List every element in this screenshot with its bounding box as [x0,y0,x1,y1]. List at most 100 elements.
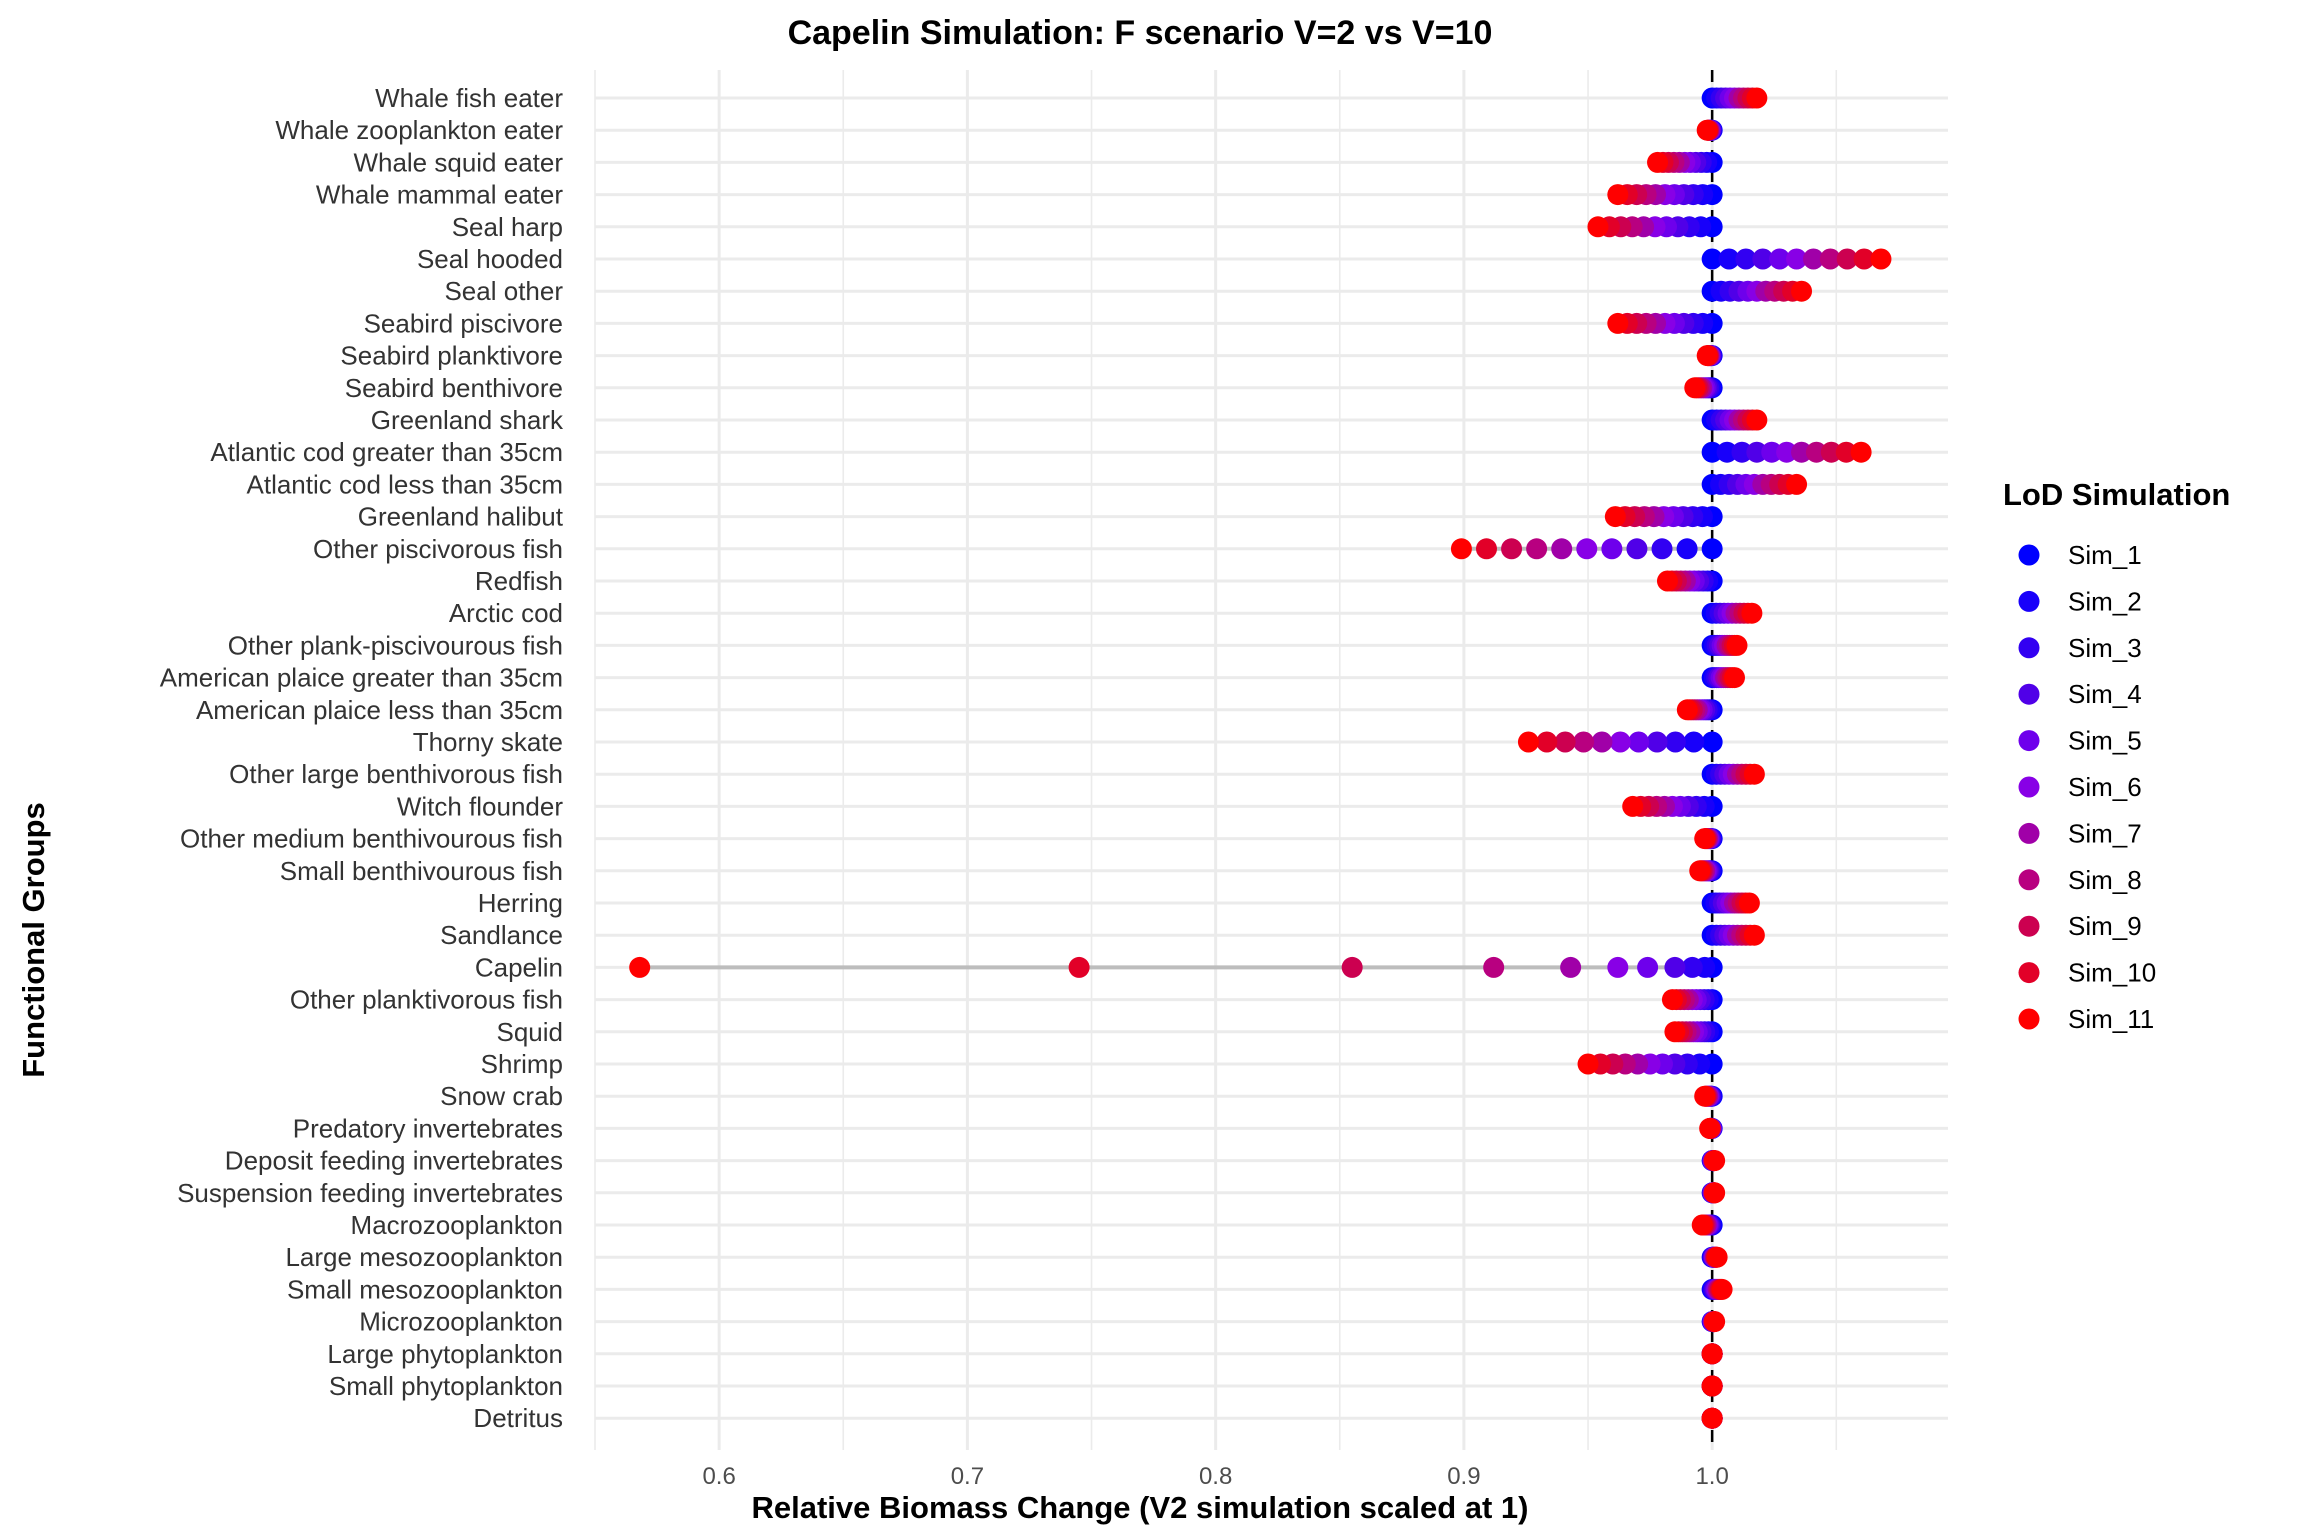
legend-label: Sim_7 [2068,818,2142,848]
legend-label: Sim_5 [2068,726,2142,756]
point-sim-4 [1664,956,1686,978]
point-sim-2 [1683,731,1705,753]
y-tick-label: Greenland shark [371,405,564,435]
point-sim-8 [1805,441,1827,463]
legend-key-sim-8 [2018,869,2040,891]
point-sim-11 [1577,1053,1599,1075]
y-tick-label: Deposit feeding invertebrates [225,1146,563,1176]
x-tick-label: 1.0 [1695,1463,1728,1490]
point-sim-11 [1741,602,1763,624]
x-tick-label: 0.9 [1447,1463,1480,1490]
y-tick-label: Macrozooplankton [351,1210,563,1240]
legend-key-sim-3 [2018,637,2040,659]
legend-label: Sim_4 [2068,679,2142,709]
point-sim-1 [1701,731,1723,753]
legend-title: LoD Simulation [2003,477,2230,512]
y-tick-label: Atlantic cod less than 35cm [247,469,564,499]
point-sim-6 [1609,731,1631,753]
point-sim-10 [1475,538,1497,560]
point-sim-11 [1694,828,1716,850]
y-tick-label: Capelin [475,952,563,982]
y-tick-label: Microzooplankton [359,1307,563,1337]
point-sim-7 [1560,956,1582,978]
point-sim-6 [1576,538,1598,560]
y-tick-label: Other large benthivorous fish [229,759,563,789]
point-sim-10 [1068,956,1090,978]
y-tick-label: Seal other [444,276,563,306]
point-sim-11 [1647,151,1669,173]
y-tick-label: Snow crab [440,1081,563,1111]
point-sim-10 [1853,248,1875,270]
point-sim-11 [1701,1375,1723,1397]
legend-label: Sim_1 [2068,540,2142,570]
y-tick-label: Whale mammal eater [316,180,563,210]
point-sim-11 [1711,1278,1733,1300]
point-sim-8 [1819,248,1841,270]
point-sim-4 [1646,731,1668,753]
y-tick-label: Atlantic cod greater than 35cm [210,437,563,467]
y-tick-label: Other plank-piscivourous fish [228,630,563,660]
point-sim-11 [1696,345,1718,367]
point-sim-7 [1791,441,1813,463]
y-tick-label: Predatory invertebrates [293,1113,563,1143]
legend-label: Sim_10 [2068,958,2156,988]
point-sim-9 [1501,538,1523,560]
legend-key-sim-9 [2018,915,2040,937]
point-sim-11 [1604,506,1626,528]
point-sim-9 [1836,248,1858,270]
y-tick-label: Shrimp [481,1049,563,1079]
point-sim-11 [1723,667,1745,689]
y-tick-label: Large mesozooplankton [285,1242,563,1272]
point-sim-11 [1694,1085,1716,1107]
y-tick-label: Small mesozooplankton [287,1274,563,1304]
point-sim-11 [1684,377,1706,399]
x-tick-labels: 0.6 0.7 0.8 0.9 1.0 [702,1463,1728,1490]
legend-label: Sim_6 [2068,772,2142,802]
y-tick-label: Other medium benthivourous fish [180,824,563,854]
legend-key-sim-4 [2018,683,2040,705]
point-sim-10 [1536,731,1558,753]
legend-label: Sim_8 [2068,865,2142,895]
legend-key-sim-7 [2018,822,2040,844]
point-sim-11 [1786,473,1808,495]
point-sim-11 [1691,1214,1713,1236]
point-sim-2 [1718,248,1740,270]
x-axis-title: Relative Biomass Change (V2 simulation s… [752,1490,1529,1525]
y-tick-label: Arctic cod [449,598,563,628]
point-sim-11 [1676,699,1698,721]
point-sim-1 [1701,441,1723,463]
point-sim-6 [1607,956,1629,978]
point-sim-8 [1483,956,1505,978]
range-segments [639,96,1881,1292]
y-tick-label: Other piscivorous fish [313,534,563,564]
point-sim-11 [1656,570,1678,592]
y-tick-label: Squid [497,1017,564,1047]
point-sim-11 [1587,216,1609,238]
legend-key-sim-2 [2018,590,2040,612]
point-sim-8 [1526,538,1548,560]
point-sim-3 [1681,956,1703,978]
y-tick-label: Small phytoplankton [329,1371,563,1401]
point-sim-11 [1850,441,1872,463]
x-tick-label: 0.8 [1199,1463,1232,1490]
y-tick-label: Detritus [473,1403,563,1433]
point-sim-5 [1637,956,1659,978]
x-tick-label: 0.6 [702,1463,735,1490]
y-tick-label: Other planktivorous fish [290,985,563,1015]
point-sim-6 [1776,441,1798,463]
legend-key-sim-11 [2018,1008,2040,1030]
legend-key-sim-1 [2018,544,2040,566]
point-sim-11 [1746,409,1768,431]
point-sim-11 [1704,1150,1726,1172]
chart-title: Capelin Simulation: F scenario V=2 vs V=… [788,14,1493,52]
point-sim-11 [1706,1246,1728,1268]
point-sim-5 [1761,441,1783,463]
y-tick-label: Herring [478,888,563,918]
y-tick-label: Whale zooplankton eater [275,115,563,145]
point-sim-2 [1716,441,1738,463]
x-tick-label: 0.7 [951,1463,984,1490]
point-sim-11 [1701,1407,1723,1429]
y-tick-label: Suspension feeding invertebrates [177,1178,563,1208]
